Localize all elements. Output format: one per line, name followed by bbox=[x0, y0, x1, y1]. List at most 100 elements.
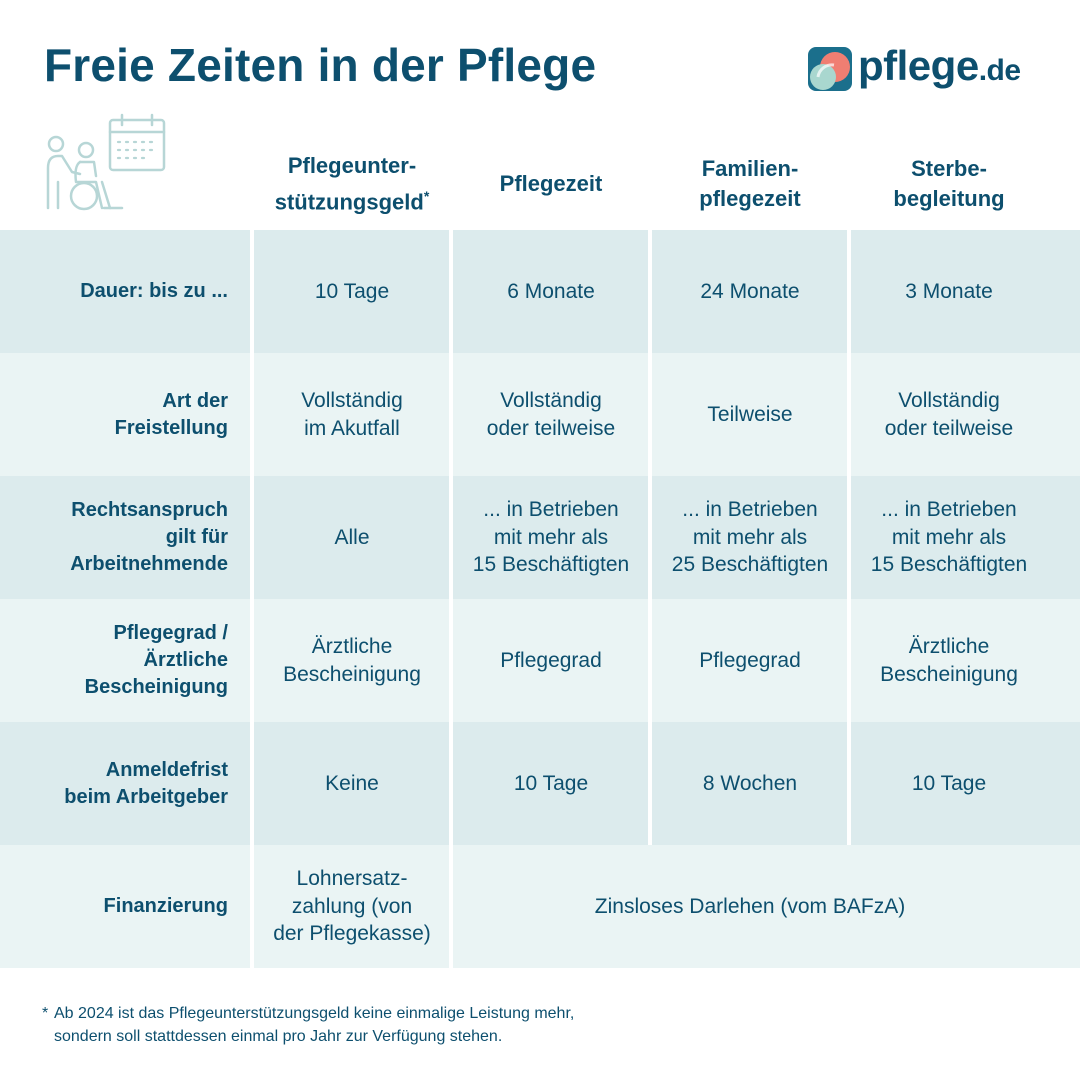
row-label-line: Bescheinigung bbox=[84, 676, 228, 698]
column-header-sterbebegleitung: Sterbe-begleitung bbox=[851, 148, 1047, 220]
table-cell: 10 Tage bbox=[851, 722, 1047, 845]
row-label-line: gilt für bbox=[165, 526, 228, 548]
cell-text-line: oder teilweise bbox=[486, 416, 616, 440]
cell-text-line: mit mehr als bbox=[692, 525, 808, 549]
column-header-line: stützungsgeld bbox=[274, 189, 424, 215]
table-cell: Lohnersatz-zahlung (von der Pflegekasse) bbox=[254, 845, 450, 968]
pflege-logo-icon bbox=[808, 46, 852, 91]
column-divider bbox=[449, 230, 453, 968]
table-cell: ... in Betrieben mit mehr als 15 Beschäfti… bbox=[851, 476, 1047, 599]
row-label-line: beim Arbeitgeber bbox=[64, 785, 228, 808]
table-cell: Vollständig oder teilweise bbox=[453, 353, 649, 476]
cell-text-line: Zinsloses Darlehen (vom BAFzA) bbox=[594, 894, 906, 918]
footnote-line: sondern soll stattdessen einmal pro Jahr… bbox=[54, 1028, 503, 1045]
footnote-marker: * bbox=[423, 187, 430, 204]
table-cell: Pflegegrad bbox=[453, 599, 649, 722]
table-cell: Alle bbox=[254, 476, 450, 599]
table-cell: Ärztliche Bescheinigung bbox=[851, 599, 1047, 722]
cell-text-line: mit mehr als bbox=[493, 525, 609, 549]
table-cell: Teilweise bbox=[652, 353, 848, 476]
cell-text-line: 15 Beschäftigten bbox=[870, 553, 1028, 577]
column-header-familienpflegezeit: Familien-pflegezeit bbox=[652, 148, 848, 220]
cell-text-line: mit mehr als bbox=[891, 525, 1007, 549]
table-cell: ... in Betrieben mit mehr als 15 Beschäfti… bbox=[453, 476, 649, 599]
table-cell: 8 Wochen bbox=[652, 722, 848, 845]
row-label-line: Arbeitnehmende bbox=[70, 553, 228, 575]
row-label-line: Pflegegrad / bbox=[113, 622, 228, 644]
cell-text-line: Ärztliche bbox=[311, 635, 393, 658]
cell-text-line: ... in Betrieben bbox=[682, 498, 818, 522]
cell-text-line: Pflegegrad bbox=[500, 648, 602, 672]
cell-text-line: der Pflegekasse) bbox=[273, 922, 431, 946]
cell-text-line: Bescheinigung bbox=[880, 662, 1018, 686]
cell-text-line: Vollständig bbox=[500, 389, 602, 412]
page-title: Freie Zeiten in der Pflege bbox=[44, 39, 597, 91]
footnote: * Ab 2024 ist das Pflegeunterstützungsgel… bbox=[42, 1002, 574, 1048]
column-header-line: begleitung bbox=[893, 186, 1005, 211]
row-label-dauer-bis-zu: Dauer: bis zu ... bbox=[0, 230, 228, 353]
row-label-anmeldefrist: Anmeldefrist beim Arbeitgeber bbox=[0, 722, 228, 845]
footnote-line: Ab 2024 ist das Pflegeunterstützungsgeld… bbox=[54, 1005, 575, 1022]
cell-text-line: Vollständig bbox=[898, 389, 1000, 412]
cell-text-line: Ärztliche bbox=[908, 635, 990, 658]
column-header-line: pflegezeit bbox=[699, 186, 801, 211]
table-cell: Ärztliche Bescheinigung bbox=[254, 599, 450, 722]
cell-text-line: oder teilweise bbox=[884, 416, 1014, 440]
column-divider bbox=[250, 230, 254, 968]
cell-text-line: 8 Wochen bbox=[702, 771, 798, 795]
table-cell: ... in Betrieben mit mehr als 25 Beschäfti… bbox=[652, 476, 848, 599]
row-label-line: Anmeldefrist bbox=[105, 758, 228, 781]
cell-text-line: 25 Beschäftigten bbox=[671, 553, 829, 577]
row-label-line: Rechtsanspruch bbox=[71, 499, 228, 521]
row-label-line: Dauer: bis zu ... bbox=[80, 280, 228, 302]
table-row bbox=[0, 230, 1080, 353]
row-label-finanzierung: Finanzierung bbox=[0, 845, 228, 968]
caregiver-wheelchair-calendar-icon bbox=[46, 113, 166, 211]
cell-text-line: 15 Beschäftigten bbox=[472, 553, 630, 577]
cell-text-line: ... in Betrieben bbox=[881, 498, 1017, 522]
column-header-line: Sterbe- bbox=[911, 156, 987, 181]
row-label-pflegegrad: Pflegegrad / Ärztliche Bescheinigung bbox=[0, 599, 228, 722]
table-cell: Vollständig oder teilweise bbox=[851, 353, 1047, 476]
column-header-pflegezeit: Pflegezeit bbox=[453, 148, 649, 220]
cell-text-line: Lohnersatz- bbox=[296, 867, 408, 891]
cell-text-line: Vollständig bbox=[301, 389, 403, 412]
table-cell: 6 Monate bbox=[453, 230, 649, 353]
table-cell: Keine bbox=[254, 722, 450, 845]
row-label-art-der: Art der Freistellung bbox=[0, 353, 228, 476]
table-cell: 3 Monate bbox=[851, 230, 1047, 353]
cell-text-line: im Akutfall bbox=[304, 416, 400, 440]
row-label-rechtsanspruch: Rechtsanspruch gilt für Arbeitnehmende bbox=[0, 476, 228, 599]
cell-text-line: Alle bbox=[334, 525, 370, 549]
cell-text-line: Teilweise bbox=[707, 402, 793, 426]
cell-text-line: Bescheinigung bbox=[283, 662, 421, 686]
table-cell: Vollständig im Akutfall bbox=[254, 353, 450, 476]
logo-tld: .de bbox=[978, 54, 1021, 87]
column-divider bbox=[648, 230, 652, 845]
cell-text-line: ... in Betrieben bbox=[483, 498, 619, 522]
row-label-line: Finanzierung bbox=[103, 895, 228, 917]
cell-text-line: Keine bbox=[325, 771, 379, 795]
column-header-line: Familien- bbox=[701, 156, 799, 181]
table-cell: 10 Tage bbox=[453, 722, 649, 845]
row-label-line: Ärztliche bbox=[143, 649, 228, 671]
column-header-line: Pflegezeit bbox=[499, 171, 603, 196]
column-header-pflegeunterstuetzungsgeld: Pflegeunter-stützungsgeld* bbox=[254, 148, 450, 220]
row-label-line: Freistellung bbox=[114, 416, 228, 439]
table-row bbox=[0, 845, 1080, 968]
cell-text-line: zahlung (von bbox=[291, 894, 413, 918]
table-cell: 24 Monate bbox=[652, 230, 848, 353]
column-header-line: Pflegeunter- bbox=[287, 152, 417, 178]
cell-text-line: 6 Monate bbox=[507, 279, 595, 303]
footnote-marker: * bbox=[42, 1005, 49, 1022]
cell-text-line: 10 Tage bbox=[513, 771, 589, 795]
table-cell: Zinsloses Darlehen (vom BAFzA) bbox=[453, 845, 1047, 968]
column-divider bbox=[847, 230, 851, 845]
brand-logo[interactable]: pflege.de bbox=[808, 44, 1021, 93]
table-row bbox=[0, 599, 1080, 722]
table-row bbox=[0, 476, 1080, 599]
cell-text-line: Pflegegrad bbox=[699, 648, 801, 672]
cell-text-line: 24 Monate bbox=[700, 279, 800, 303]
table-cell: 10 Tage bbox=[254, 230, 450, 353]
logo-name: pflege bbox=[858, 42, 979, 89]
